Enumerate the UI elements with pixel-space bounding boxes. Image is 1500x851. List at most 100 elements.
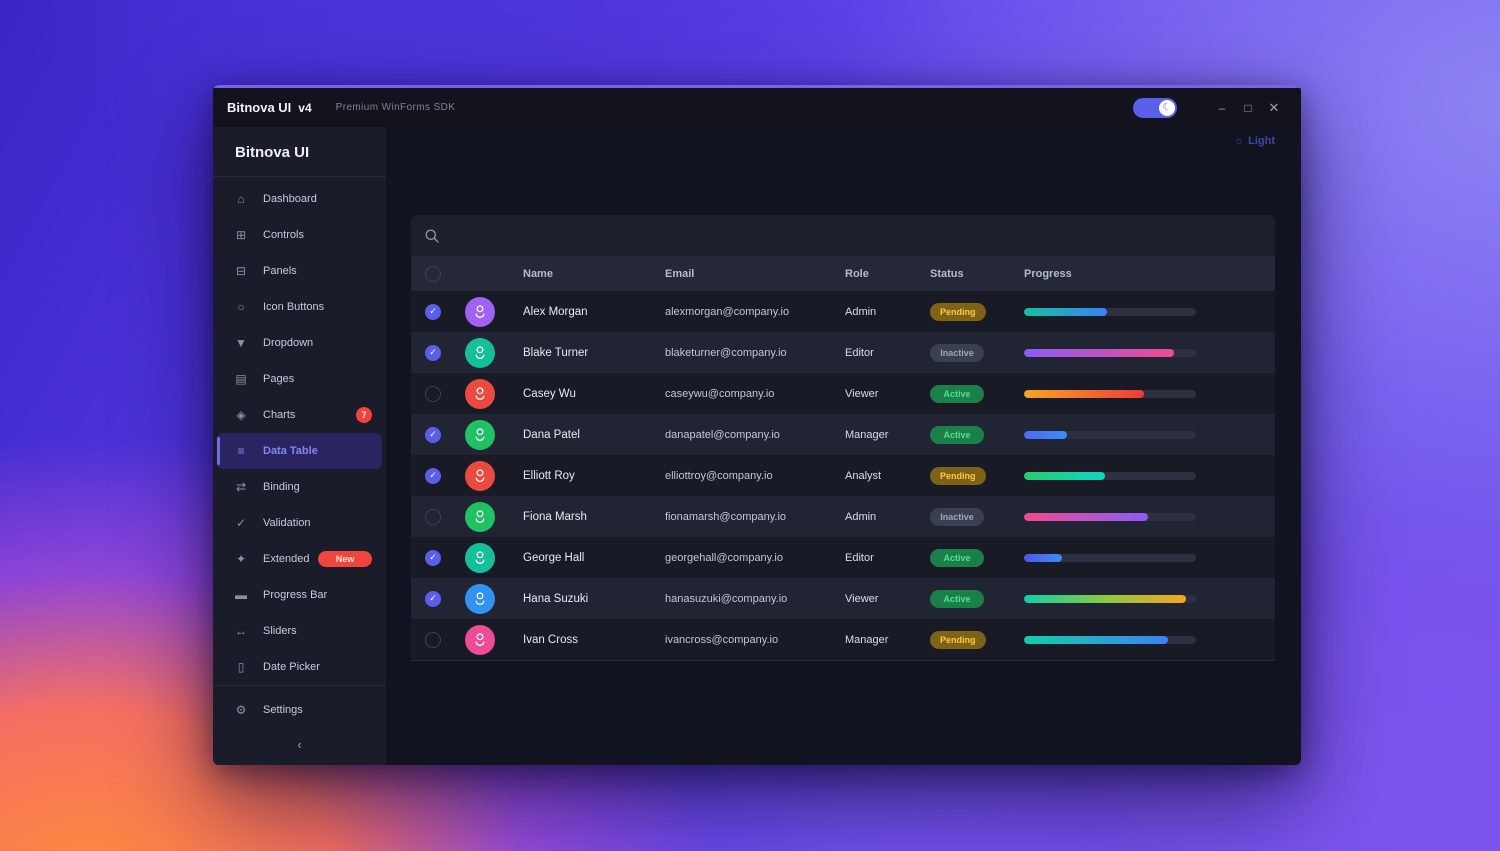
app-version: v4 xyxy=(298,100,312,115)
status-badge: Active xyxy=(930,549,984,567)
status-badge: Active xyxy=(930,426,984,444)
table-row[interactable]: ✓ Alex Morgan alexmorgan@company.io Admi… xyxy=(411,291,1275,332)
row-checkbox[interactable]: ✓ xyxy=(425,426,441,443)
sidebar-item-settings[interactable]: ⚙ Settings xyxy=(217,692,382,728)
row-checkbox[interactable]: ✓ xyxy=(425,303,441,320)
user-avatar-icon xyxy=(465,624,495,655)
sidebar-item-binding[interactable]: ⇄ Binding xyxy=(217,469,382,505)
app-window: Bitnova UI v4 Premium WinForms SDK ☾ – □… xyxy=(213,85,1301,765)
cell-role: Viewer xyxy=(845,592,879,605)
column-header-email[interactable]: Email xyxy=(665,267,695,280)
progress-bar-fill xyxy=(1024,594,1186,603)
cell-email: georgehall@company.io xyxy=(665,551,783,564)
table-row[interactable]: ✓ George Hall georgehall@company.io Edit… xyxy=(411,537,1275,578)
sidebar-item-label: Data Table xyxy=(263,445,318,457)
user-avatar-icon xyxy=(465,378,495,409)
sidebar-item-date-picker[interactable]: ▯ Date Picker xyxy=(217,649,382,685)
sidebar-item-extended[interactable]: ✦ Extended New xyxy=(217,541,382,577)
row-checkbox[interactable] xyxy=(425,385,441,402)
progress-bar xyxy=(1024,635,1196,644)
theme-toggle-switch[interactable]: ☾ xyxy=(1133,97,1177,118)
minimize-button[interactable]: – xyxy=(1209,95,1235,121)
sidebar-item-data-table[interactable]: ≡ Data Table xyxy=(217,433,382,469)
table-row[interactable]: ✓ Hana Suzuki hanasuzuki@company.io View… xyxy=(411,578,1275,619)
sidebar-item-sliders[interactable]: ↔ Sliders xyxy=(217,613,382,649)
sidebar-item-controls[interactable]: ⊞ Controls xyxy=(217,217,382,253)
cell-name: Fiona Marsh xyxy=(523,510,587,523)
cell-email: alexmorgan@company.io xyxy=(665,305,790,318)
calendar-icon: ▯ xyxy=(237,660,245,674)
row-checkbox[interactable] xyxy=(425,631,441,648)
progress-bar xyxy=(1024,512,1196,521)
sidebar-item-progress-bar[interactable]: ▬ Progress Bar xyxy=(217,577,382,613)
sidebar-item-pages[interactable]: ▤ Pages xyxy=(217,361,382,397)
home-icon: ⌂ xyxy=(237,192,245,206)
row-checkbox[interactable]: ✓ xyxy=(425,590,441,607)
row-checkbox[interactable]: ✓ xyxy=(425,549,441,566)
table-row[interactable]: ✓ Dana Patel danapatel@company.io Manage… xyxy=(411,414,1275,455)
sidebar-item-label: Dropdown xyxy=(263,337,314,349)
cell-name: Alex Morgan xyxy=(523,305,588,318)
app-subtitle: Premium WinForms SDK xyxy=(335,102,456,113)
column-header-name[interactable]: Name xyxy=(523,267,553,280)
cell-email: caseywu@company.io xyxy=(665,387,775,400)
sidebar-item-icon-buttons[interactable]: ○ Icon Buttons xyxy=(217,289,382,325)
progress-bar xyxy=(1024,471,1196,480)
column-header-role[interactable]: Role xyxy=(845,267,869,280)
cell-role: Analyst xyxy=(845,469,882,482)
sidebar-item-charts[interactable]: ◈ Charts 7 xyxy=(217,397,382,433)
theme-toggle-knob: ☾ xyxy=(1159,99,1175,116)
close-button[interactable]: ✕ xyxy=(1261,95,1287,121)
select-all-checkbox[interactable] xyxy=(425,265,441,282)
cell-email: ivancross@company.io xyxy=(665,633,779,646)
user-avatar-icon xyxy=(465,296,495,327)
status-badge: Pending xyxy=(930,303,986,321)
sidebar-item-dashboard[interactable]: ⌂ Dashboard xyxy=(217,181,382,217)
triangle-down-icon: ▼ xyxy=(235,336,247,350)
progress-bar xyxy=(1024,348,1196,357)
progress-bar-fill xyxy=(1024,553,1062,562)
app-title: Bitnova UI xyxy=(227,100,292,115)
sidebar-item-label: Dashboard xyxy=(263,193,317,205)
cell-email: fionamarsh@company.io xyxy=(665,510,787,523)
sidebar-nav: ⌂ Dashboard ⊞ Controls ⊟ Panels ○ Icon B… xyxy=(213,177,386,685)
sidebar-item-panels[interactable]: ⊟ Panels xyxy=(217,253,382,289)
table-row[interactable]: ✓ Elliott Roy elliottroy@company.io Anal… xyxy=(411,455,1275,496)
theme-light-button[interactable]: ☼ Light xyxy=(1234,135,1275,147)
user-avatar-icon xyxy=(465,501,495,532)
user-avatar-icon xyxy=(465,542,495,573)
sidebar-item-dropdown[interactable]: ▼ Dropdown xyxy=(217,325,382,361)
row-checkbox[interactable] xyxy=(425,508,441,525)
arrows-icon: ⇄ xyxy=(235,480,247,494)
status-badge: Pending xyxy=(930,631,986,649)
sidebar-item-label: Sliders xyxy=(263,625,297,637)
table-row[interactable]: Fiona Marsh fionamarsh@company.io Admin … xyxy=(411,496,1275,537)
table-row[interactable]: Casey Wu caseywu@company.io Viewer Activ… xyxy=(411,373,1275,414)
sidebar-item-label: Extended xyxy=(263,553,310,565)
cell-role: Admin xyxy=(845,510,877,523)
bar-icon: ▬ xyxy=(235,588,247,602)
main-content: ☼ Light xyxy=(386,127,1301,765)
sidebar-collapse-button[interactable]: ‹ xyxy=(297,737,302,752)
cell-email: danapatel@company.io xyxy=(665,428,780,441)
search-input[interactable] xyxy=(450,228,1262,243)
check-icon: ✓ xyxy=(235,516,247,530)
sidebar-item-badge: New xyxy=(318,551,372,567)
progress-bar-fill xyxy=(1024,512,1148,521)
row-checkbox[interactable]: ✓ xyxy=(425,344,441,361)
column-header-status[interactable]: Status xyxy=(930,267,964,280)
cell-name: Dana Patel xyxy=(523,428,580,441)
header-select-all-cell xyxy=(411,265,455,282)
sidebar-brand: Bitnova UI xyxy=(213,127,386,177)
sparkle-icon: ✦ xyxy=(235,552,247,566)
table-search-bar xyxy=(411,215,1275,256)
sidebar-item-validation[interactable]: ✓ Validation xyxy=(217,505,382,541)
moon-icon: ☾ xyxy=(1162,101,1172,113)
cell-role: Manager xyxy=(845,633,889,646)
table-row[interactable]: Ivan Cross ivancross@company.io Manager … xyxy=(411,619,1275,660)
sidebar-item-label: Settings xyxy=(263,704,303,716)
row-checkbox[interactable]: ✓ xyxy=(425,467,441,484)
table-row[interactable]: ✓ Blake Turner blaketurner@company.io Ed… xyxy=(411,332,1275,373)
maximize-button[interactable]: □ xyxy=(1235,95,1261,121)
column-header-progress[interactable]: Progress xyxy=(1024,267,1072,280)
